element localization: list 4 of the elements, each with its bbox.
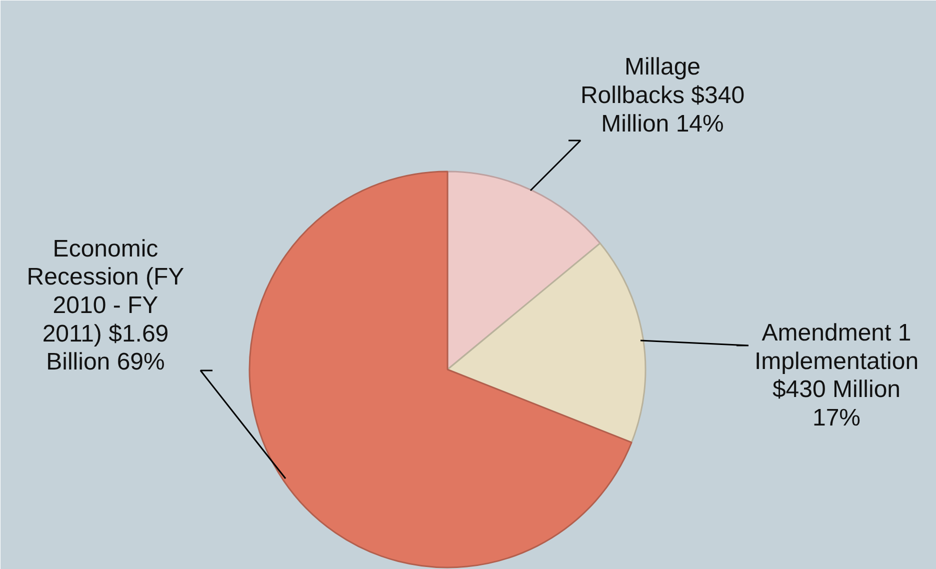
slice-label: Economic Recession (FY 2010 - FY 2011) $1.69 Billion 69% <box>26 235 184 376</box>
slice-label: Amendment 1 Implementation <box>754 319 919 375</box>
data-label: $430 Million 17% <box>772 376 901 432</box>
slice-label: Millage Rollbacks $340 Million 14% <box>580 54 745 138</box>
